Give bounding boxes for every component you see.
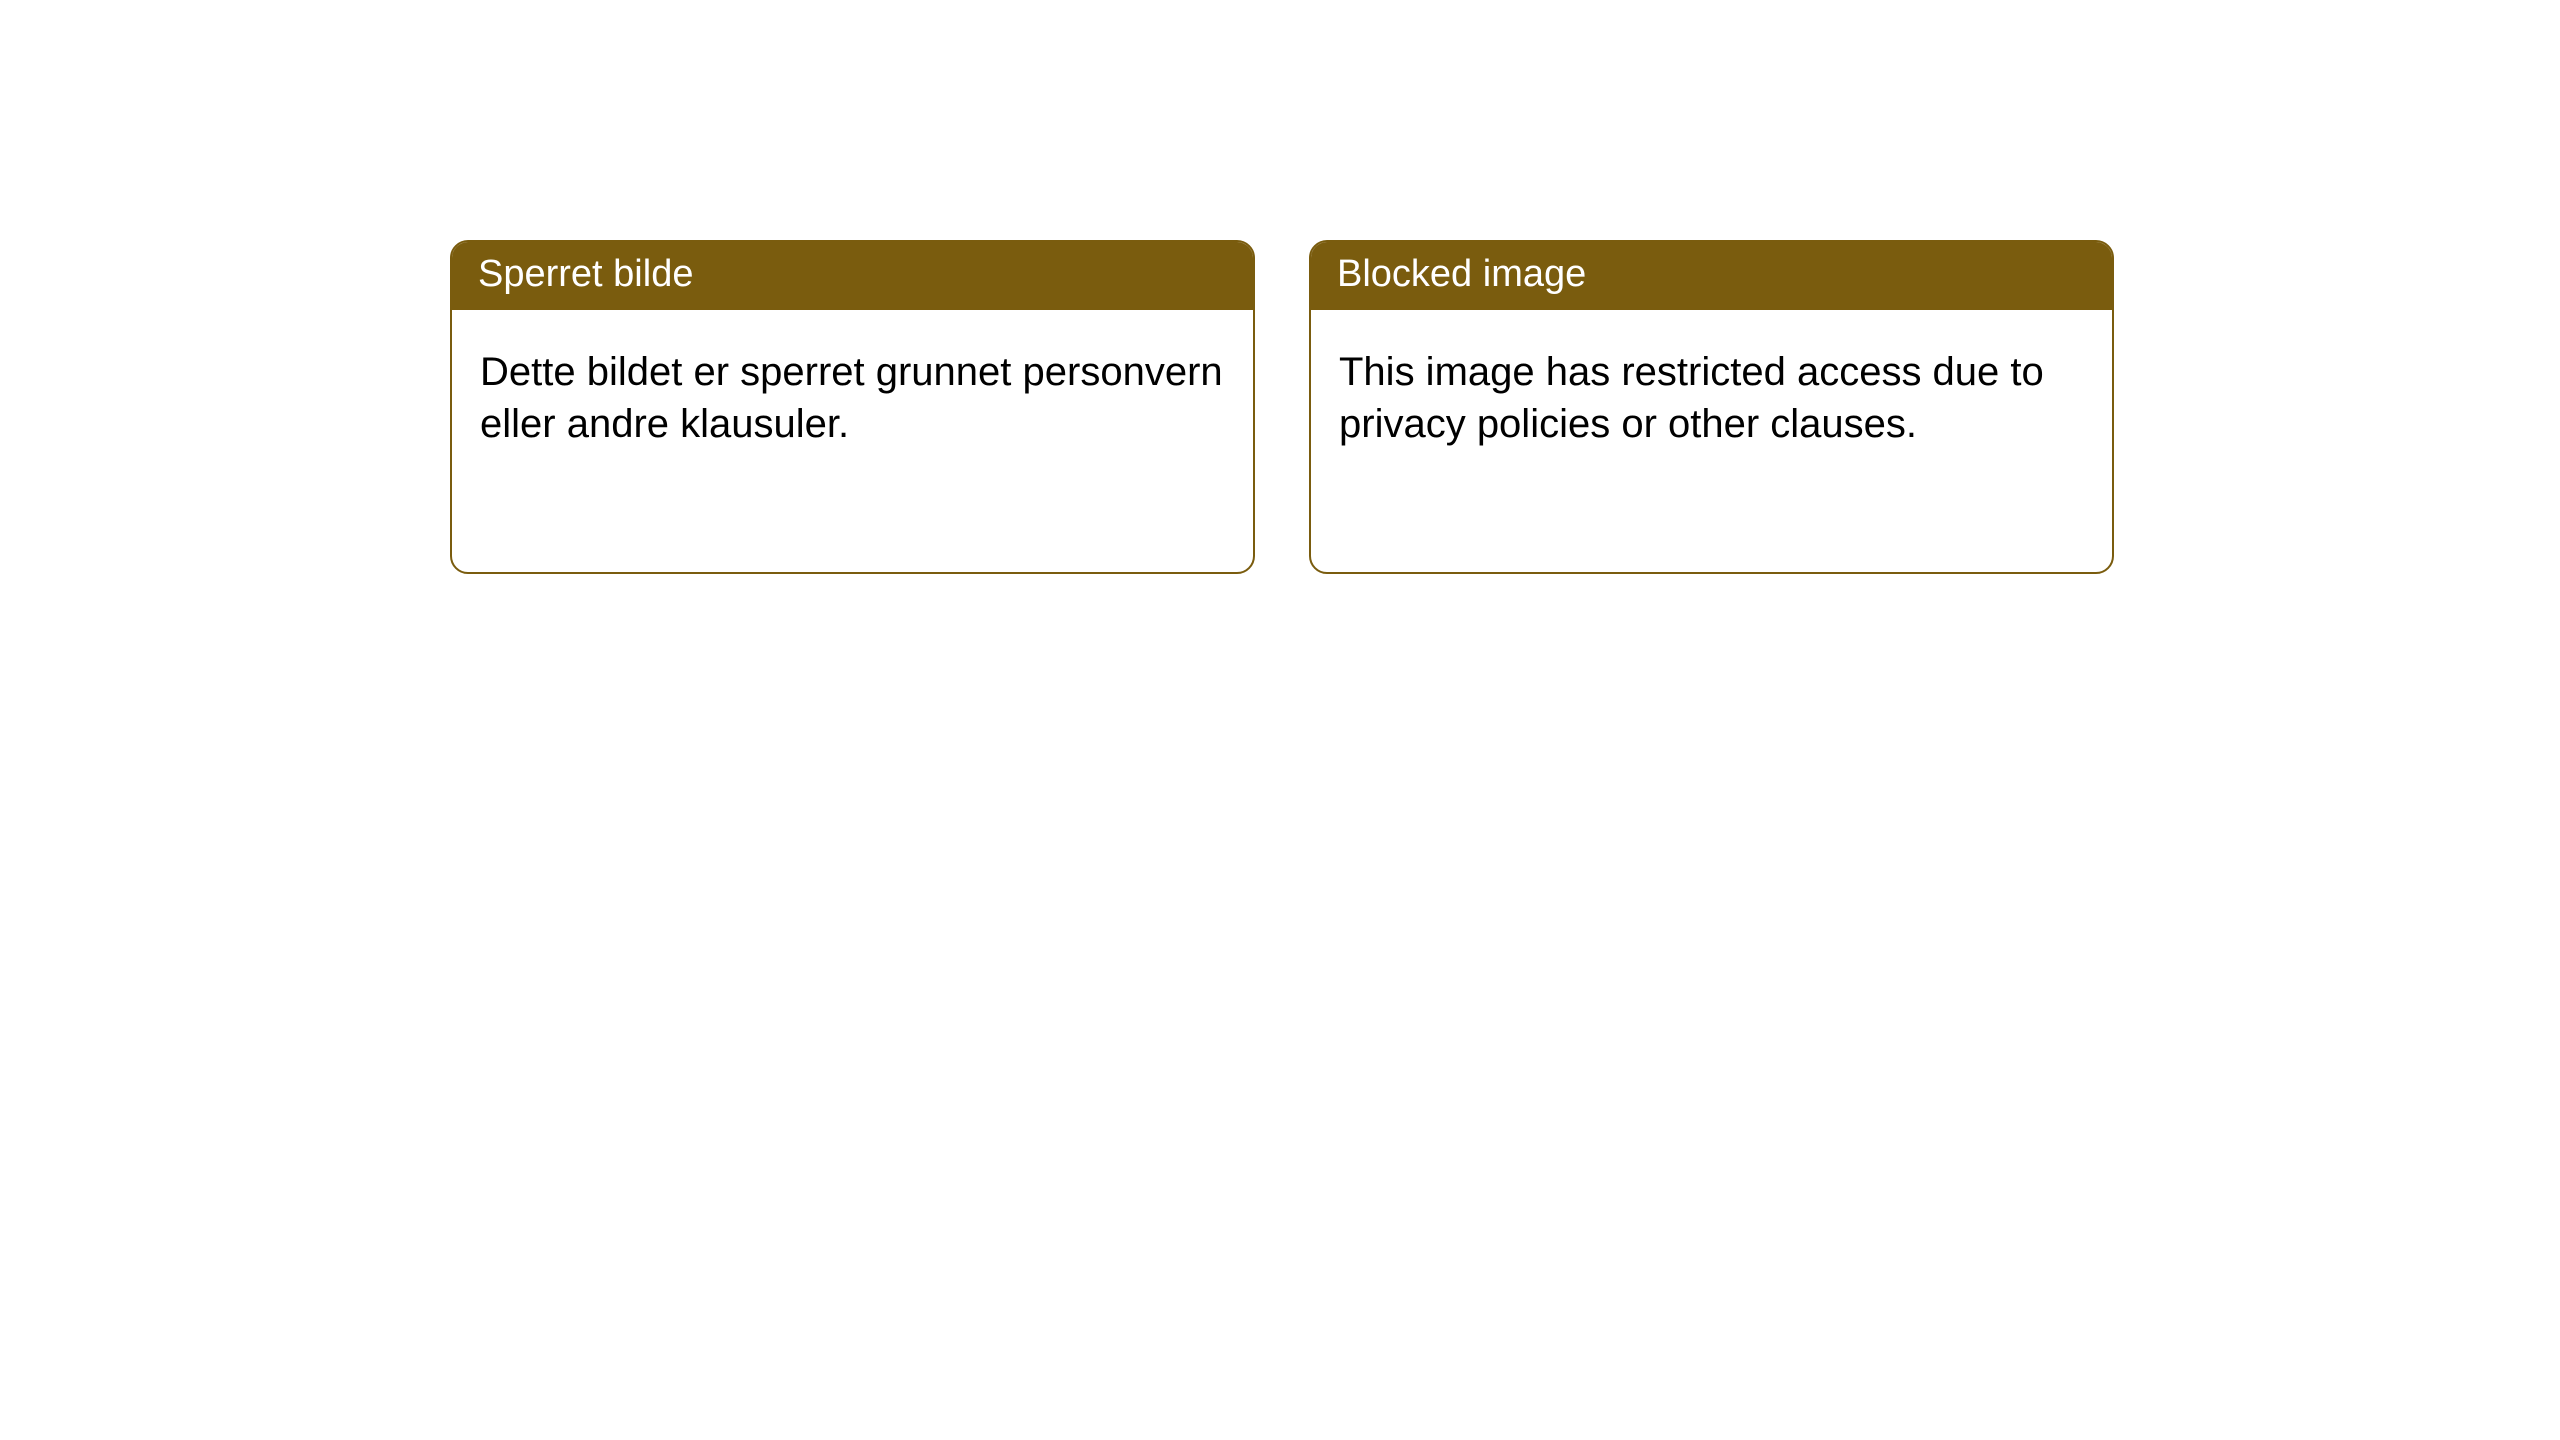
notice-header: Sperret bilde — [452, 242, 1253, 310]
notice-card-english: Blocked image This image has restricted … — [1309, 240, 2114, 574]
notice-body: Dette bildet er sperret grunnet personve… — [452, 310, 1253, 486]
notice-container: Sperret bilde Dette bildet er sperret gr… — [0, 0, 2560, 574]
notice-header: Blocked image — [1311, 242, 2112, 310]
notice-card-norwegian: Sperret bilde Dette bildet er sperret gr… — [450, 240, 1255, 574]
notice-body: This image has restricted access due to … — [1311, 310, 2112, 486]
